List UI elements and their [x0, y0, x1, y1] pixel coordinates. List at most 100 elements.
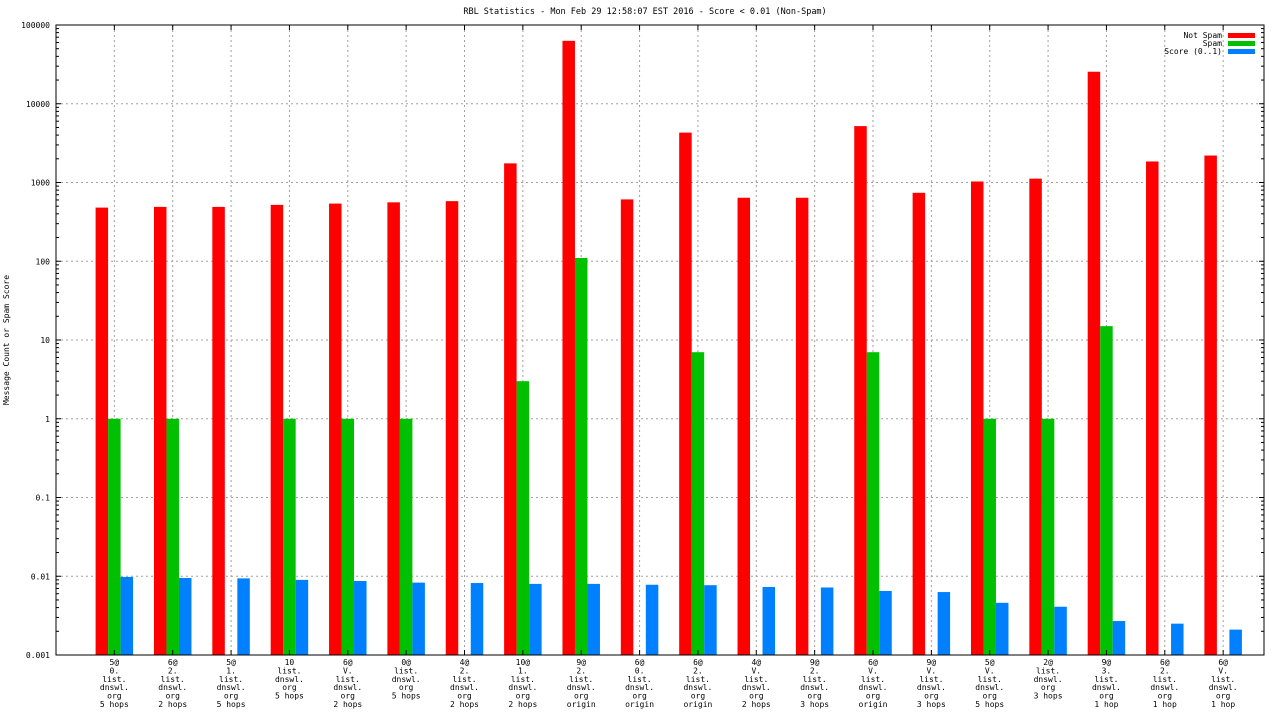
x-tick-label: org — [282, 683, 297, 692]
bar-spam — [983, 418, 996, 655]
bar-not-spam — [445, 201, 459, 655]
x-tick-label: 2 hops — [450, 700, 479, 709]
bar-score-0-1 — [470, 583, 484, 655]
x-tick-label: 2 hops — [158, 700, 187, 709]
x-tick-label: 6@ — [1218, 658, 1228, 667]
x-tick-label: org — [457, 692, 472, 701]
x-tick-label: list. — [1211, 675, 1235, 684]
y-tick-label: 10 — [40, 336, 50, 345]
x-tick-label: dnswl. — [742, 683, 771, 692]
x-tick-label: list. — [219, 675, 243, 684]
bar-not-spam — [1204, 155, 1217, 655]
x-tick-label: 9@ — [927, 658, 937, 667]
bar-score-0-1 — [295, 579, 309, 655]
x-tick-label: 5 hops — [217, 700, 246, 709]
bar-not-spam — [212, 206, 225, 655]
x-tick-label: 1. — [226, 666, 236, 675]
x-tick-label: 9@ — [810, 658, 820, 667]
bar-not-spam — [737, 197, 751, 656]
x-tick-label: list. — [102, 675, 126, 684]
legend-swatch — [1228, 49, 1255, 54]
x-tick-label: 5@ — [110, 658, 120, 667]
y-tick-label: 1 — [45, 415, 50, 424]
x-tick-label: origin — [567, 700, 596, 709]
x-tick-label: 2@ — [1043, 658, 1053, 667]
x-tick-label: 0. — [110, 666, 120, 675]
x-tick-label: 6@ — [343, 658, 353, 667]
x-tick-label: org — [341, 692, 356, 701]
x-tick-label: 6@ — [868, 658, 878, 667]
bar-spam — [1100, 326, 1113, 655]
x-tick-label: list. — [452, 675, 476, 684]
bar-score-0-1 — [645, 584, 659, 655]
x-tick-label: 2. — [1160, 666, 1170, 675]
x-tick-label: 9@ — [1102, 658, 1112, 667]
x-tick-label: org — [224, 692, 239, 701]
x-tick-label: dnswl. — [1092, 683, 1121, 692]
bar-score-0-1 — [1054, 606, 1067, 655]
x-tick-label: list. — [569, 675, 593, 684]
bar-not-spam — [387, 202, 400, 655]
x-tick-label: dnswl. — [450, 683, 479, 692]
x-tick-label: dnswl. — [508, 683, 537, 692]
x-tick-label: list. — [511, 675, 535, 684]
bar-not-spam — [329, 203, 342, 656]
x-tick-label: 2. — [460, 666, 470, 675]
x-tick-label: list. — [336, 675, 360, 684]
x-tick-label: 3 hops — [917, 700, 946, 709]
bar-score-0-1 — [529, 583, 542, 655]
bar-not-spam — [795, 197, 809, 656]
x-tick-label: origin — [683, 700, 712, 709]
x-tick-label: 2. — [576, 666, 586, 675]
bar-spam — [516, 381, 530, 655]
bar-not-spam — [95, 207, 109, 656]
x-tick-label: org — [1041, 683, 1056, 692]
bar-not-spam — [153, 206, 167, 655]
x-tick-label: 1 hop — [1153, 700, 1177, 709]
x-tick-label: V. — [343, 666, 353, 675]
x-tick-label: 3 hops — [1034, 692, 1063, 701]
y-tick-label: 0.001 — [26, 651, 50, 660]
bar-score-0-1 — [237, 578, 250, 655]
x-tick-label: 1 hop — [1211, 700, 1235, 709]
x-tick-label: dnswl. — [392, 675, 421, 684]
bar-score-0-1 — [704, 585, 717, 655]
bar-spam — [108, 418, 121, 655]
x-tick-label: 3 hops — [800, 700, 829, 709]
x-tick-label: list. — [803, 675, 827, 684]
x-tick-label: org — [1099, 692, 1114, 701]
bar-score-0-1 — [412, 582, 425, 655]
x-tick-label: list. — [744, 675, 768, 684]
x-tick-label: 1 hop — [1094, 700, 1118, 709]
x-tick-label: 4@ — [751, 658, 761, 667]
x-tick-label: 6@ — [635, 658, 645, 667]
x-tick-label: V. — [927, 666, 937, 675]
x-tick-label: 9@ — [576, 658, 586, 667]
x-tick-label: 5 hops — [975, 700, 1004, 709]
x-tick-label: dnswl. — [1209, 683, 1238, 692]
bar-score-0-1 — [879, 590, 892, 655]
bar-spam — [399, 418, 413, 655]
bar-spam — [691, 352, 705, 655]
x-tick-label: org — [807, 692, 822, 701]
bar-score-0-1 — [587, 583, 600, 655]
x-tick-label: dnswl. — [917, 683, 946, 692]
x-tick-label: V. — [985, 666, 995, 675]
x-tick-label: org — [1216, 692, 1231, 701]
x-tick-label: org — [574, 692, 589, 701]
x-tick-label: dnswl. — [275, 675, 304, 684]
legend-label: Score (0..1) — [1164, 47, 1222, 56]
legend-swatch — [1228, 41, 1255, 46]
bar-score-0-1 — [937, 592, 951, 655]
bar-score-0-1 — [995, 602, 1009, 655]
x-tick-label: V. — [751, 666, 761, 675]
x-tick-label: org — [691, 692, 706, 701]
x-tick-label: org — [516, 692, 531, 701]
x-tick-label: list. — [1153, 675, 1177, 684]
x-tick-label: origin — [859, 700, 888, 709]
bar-not-spam — [970, 181, 984, 655]
x-tick-label: dnswl. — [1034, 675, 1063, 684]
x-tick-label: dnswl. — [683, 683, 712, 692]
